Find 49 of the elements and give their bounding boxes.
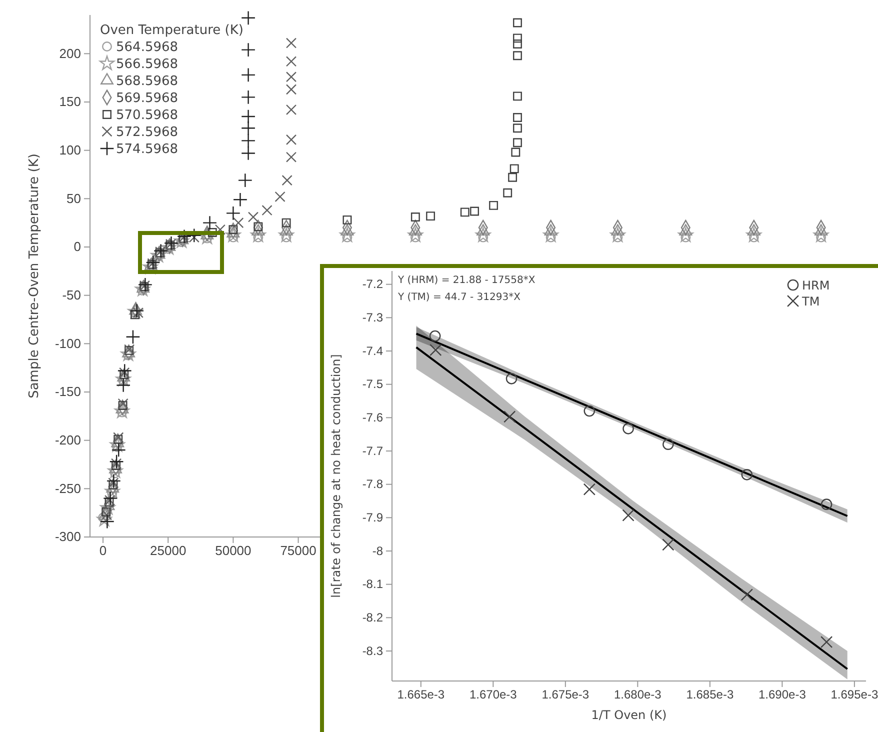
y-tick-label: 100 — [59, 142, 81, 158]
x-tick-label: 0 — [99, 543, 107, 558]
x-tick-label: 1.690e-3 — [758, 688, 806, 702]
legend-title: Oven Temperature (K) — [100, 23, 244, 38]
y-tick-label: 150 — [59, 94, 81, 110]
y-tick-label: -7.8 — [362, 477, 384, 492]
y-tick-label: -150 — [54, 384, 81, 400]
legend-label: 572.5968 — [116, 125, 178, 140]
y-tick-label: -7.3 — [362, 310, 384, 325]
y-tick-label: 50 — [66, 190, 81, 206]
x-axis-title: 1/T Oven (K) — [591, 708, 667, 722]
y-tick-label: -8.1 — [362, 577, 384, 592]
y-tick-label: -7.6 — [362, 410, 384, 425]
legend-label: 570.5968 — [116, 108, 178, 124]
x-tick-label: 1.695e-3 — [830, 688, 878, 702]
annotation: Y (TM) = 44.7 - 31293*X — [397, 292, 521, 303]
legend-label: HRM — [802, 278, 830, 292]
y-tick-label: -8 — [372, 544, 384, 558]
y-tick-label: -100 — [54, 336, 81, 351]
y-tick-label: -7.4 — [362, 344, 384, 358]
y-axis-title: ln[rate of change at no heat conduction] — [329, 354, 343, 598]
x-tick-label: 1.685e-3 — [686, 688, 734, 702]
y-tick-label: -300 — [54, 529, 81, 544]
y-tick-label: -7.9 — [362, 510, 384, 525]
legend-label: 566.5968 — [116, 57, 178, 72]
legend-label: 568.5968 — [116, 74, 178, 90]
y-tick-label: -7.2 — [362, 277, 384, 292]
x-tick-label: 1.675e-3 — [542, 688, 590, 702]
legend-label: 574.5968 — [116, 142, 178, 158]
legend-label: 564.5968 — [116, 40, 178, 56]
y-tick-label: -200 — [54, 432, 81, 448]
y-tick-label: -7.5 — [362, 377, 384, 392]
y-tick-label: -8.2 — [362, 610, 384, 625]
legend-label: TM — [801, 294, 820, 308]
y-tick-label: -7.7 — [362, 444, 384, 458]
y-tick-label: 200 — [59, 46, 81, 61]
x-tick-label: 25000 — [150, 543, 186, 558]
y-tick-label: -8.3 — [362, 644, 384, 658]
y-tick-label: 0 — [74, 239, 81, 254]
x-tick-label: 1.670e-3 — [469, 688, 518, 702]
x-tick-label: 1.665e-3 — [397, 688, 445, 702]
y-tick-label: -250 — [54, 480, 81, 496]
y-tick-label: -50 — [62, 287, 81, 302]
y-axis-title: Sample Centre-Oven Temperature (K) — [27, 154, 42, 398]
x-tick-label: 75000 — [280, 543, 316, 558]
legend-label: 569.5968 — [116, 91, 178, 106]
x-tick-label: 1.680e-3 — [614, 688, 662, 702]
annotation: Y (HRM) = 21.88 - 17558*X — [397, 275, 536, 286]
x-tick-label: 50000 — [215, 543, 252, 558]
